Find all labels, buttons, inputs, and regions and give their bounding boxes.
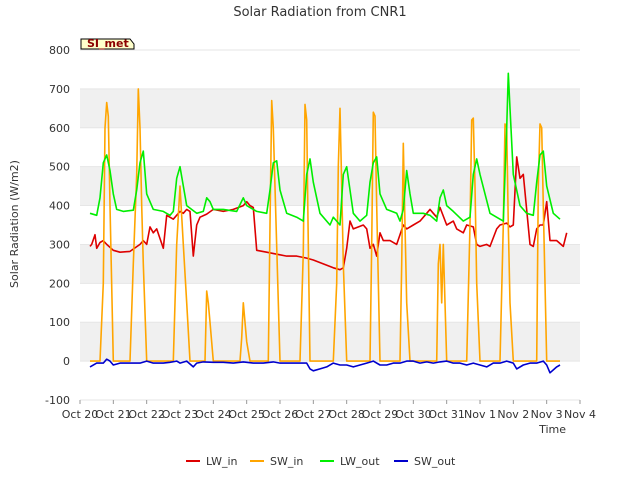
legend-label: SW_out [414, 455, 456, 468]
x-tick-label: Nov 3 [531, 408, 563, 421]
y-tick-label: -100 [45, 394, 70, 407]
grid-band [80, 322, 580, 362]
x-tick-label: Oct 26 [262, 408, 299, 421]
legend-item: SW_out [394, 455, 456, 468]
x-tick-label: Oct 21 [95, 408, 132, 421]
y-axis-ticks: -100 0 100 200 300 400 500 600 700 800 [45, 44, 70, 407]
series-line-lw-out [89, 72, 561, 226]
series-line-sw-in [90, 88, 560, 362]
y-tick-label: 400 [49, 200, 70, 213]
legend: LW_in SW_in LW_out SW_out [186, 455, 456, 468]
x-tick-label: Oct 28 [328, 408, 365, 421]
station-badge: SI_met [80, 37, 135, 50]
chart-title: Solar Radiation from CNR1 [233, 5, 406, 20]
badge-box [80, 38, 135, 50]
badge-text: SI_met [87, 37, 129, 50]
y-tick-label: 200 [49, 277, 70, 290]
legend-item: SW_in [250, 455, 303, 468]
x-tick-label: Nov 1 [464, 408, 496, 421]
legend-label: LW_out [340, 455, 380, 468]
x-tick-label: Oct 24 [195, 408, 232, 421]
y-tick-label: 700 [49, 83, 70, 96]
legend-label: SW_in [270, 455, 303, 468]
x-axis-label: Time [538, 423, 566, 436]
y-tick-label: 500 [49, 161, 70, 174]
y-tick-label: 800 [49, 44, 70, 57]
legend-item: LW_in [186, 455, 238, 468]
x-tick-label: Oct 22 [128, 408, 165, 421]
grid-band [80, 166, 580, 206]
x-tick-label: Oct 20 [62, 408, 99, 421]
y-tick-label: 600 [49, 122, 70, 135]
x-tick-label: Oct 29 [362, 408, 399, 421]
x-tick-label: Nov 2 [497, 408, 529, 421]
series-line-sw-out [89, 358, 561, 374]
x-tick-label: Nov 4 [564, 408, 596, 421]
legend-label: LW_in [206, 455, 238, 468]
series-layer [89, 72, 568, 374]
x-tick-label: Oct 30 [395, 408, 432, 421]
x-tick-label: Oct 23 [162, 408, 199, 421]
y-axis-label: Solar Radiation (W/m2) [8, 160, 21, 288]
y-tick-label: 0 [63, 355, 70, 368]
y-tick-label: 100 [49, 316, 70, 329]
x-tick-label: Oct 27 [295, 408, 332, 421]
y-tick-label: 300 [49, 238, 70, 251]
x-tick-label: Oct 31 [428, 408, 465, 421]
legend-item: LW_out [320, 455, 380, 468]
grid-band [80, 244, 580, 284]
grid-band [80, 88, 580, 128]
x-tick-label: Oct 25 [228, 408, 265, 421]
